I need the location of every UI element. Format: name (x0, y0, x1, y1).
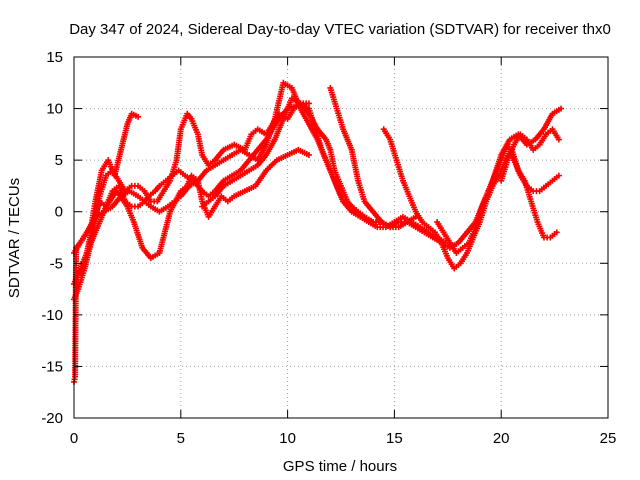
chart-title: Day 347 of 2024, Sidereal Day-to-day VTE… (69, 21, 611, 38)
data-points (71, 79, 565, 385)
data-point (305, 100, 312, 107)
y-axis-label: SDTVAR / TECUs (6, 178, 23, 298)
y-tick-label: 5 (55, 152, 63, 169)
series-track-5 (71, 79, 449, 256)
x-tick-label: 15 (386, 430, 403, 447)
data-point (555, 172, 562, 179)
x-tick-label: 0 (70, 430, 78, 447)
plot-frame (73, 56, 609, 419)
y-tick-label: -5 (50, 255, 63, 272)
axis-ticks: 0 5 10 15 20 25 -20 -15 -10 -5 0 5 10 15 (41, 49, 616, 447)
y-tick-label: 0 (55, 204, 63, 221)
x-tick-label: 5 (177, 430, 185, 447)
grid (74, 57, 608, 418)
series-track-9 (434, 141, 562, 256)
x-axis-label: GPS time / hours (283, 458, 397, 475)
data-point (553, 229, 560, 236)
y-tick-label: -15 (41, 358, 63, 375)
y-tick-label: -20 (41, 410, 63, 427)
x-tick-label: 10 (279, 430, 296, 447)
series-track-10 (498, 126, 562, 184)
data-point (555, 136, 562, 143)
series-track-2 (71, 146, 312, 303)
x-tick-label: 25 (600, 430, 617, 447)
data-point (135, 113, 142, 120)
series-track-1 (71, 110, 142, 385)
y-tick-label: 15 (46, 49, 63, 66)
y-tick-label: 10 (46, 101, 63, 118)
x-tick-label: 20 (493, 430, 510, 447)
series-track-3 (71, 100, 312, 287)
series-track-7 (327, 84, 565, 251)
data-point (558, 105, 565, 112)
y-tick-label: -10 (41, 307, 63, 324)
data-point (305, 151, 312, 158)
series-track-6 (199, 95, 383, 226)
